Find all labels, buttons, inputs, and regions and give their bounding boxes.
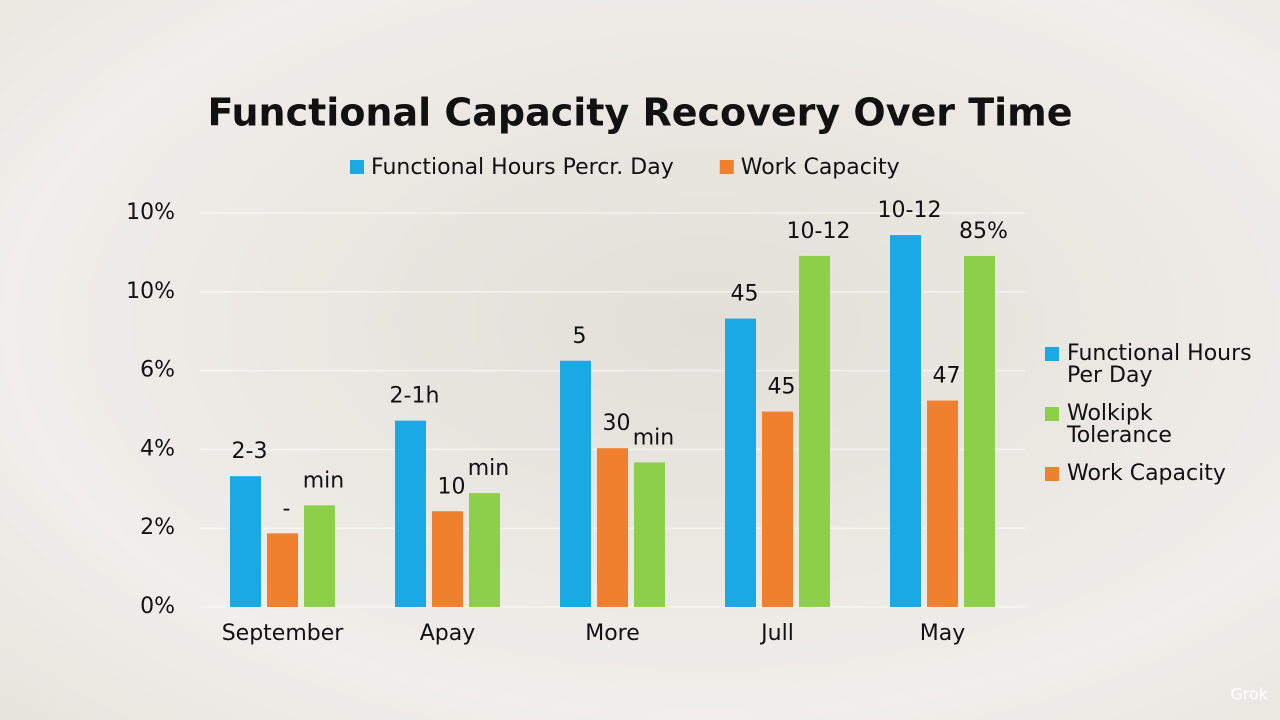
legend-entry: Work Capacity <box>1045 463 1260 485</box>
y-tick-label: 4% <box>140 436 175 461</box>
bar-annotation: 10 <box>438 474 466 499</box>
bar-annotation: 47 <box>933 364 961 389</box>
x-tick-label: Apay <box>420 621 476 646</box>
bar-annotation: min <box>633 425 675 450</box>
bar <box>634 462 665 607</box>
bar-annotation: 45 <box>768 375 796 400</box>
bar-annotation: min <box>303 468 345 493</box>
bar <box>230 476 261 607</box>
bar <box>890 235 921 607</box>
chart-title: Functional Capacity Recovery Over Time <box>207 91 1072 135</box>
bar <box>267 533 298 607</box>
bar <box>799 255 830 608</box>
bar-annotation: min <box>468 456 510 481</box>
bar <box>304 505 335 607</box>
bar-annotation: - <box>283 496 291 521</box>
legend-label: Functional Hours Percr. Day <box>371 155 674 180</box>
y-tick-label: 2% <box>140 515 175 540</box>
legend-entry: Wolkipk Tolerance <box>1045 403 1260 447</box>
y-tick-label: 10% <box>126 200 175 225</box>
legend-swatch <box>1045 347 1059 361</box>
legend-label: Wolkipk Tolerance <box>1067 401 1172 448</box>
bar <box>597 448 628 607</box>
bar-annotation: 2-1h <box>390 384 440 409</box>
y-tick-label: 0% <box>140 594 175 619</box>
bar <box>560 360 591 607</box>
bar-annotation: 5 <box>573 324 587 349</box>
bar <box>927 400 958 607</box>
x-tick-label: More <box>585 621 640 646</box>
legend-label: Work Capacity <box>741 155 900 180</box>
bar-annotation: 2-3 <box>232 439 268 464</box>
bar <box>469 493 500 607</box>
bar-annotation: 45 <box>731 282 759 307</box>
bar-annotation: 85% <box>959 219 1008 244</box>
bar <box>964 255 995 608</box>
bar-annotation: 10-12 <box>878 198 942 223</box>
legend-swatch <box>350 160 364 174</box>
bar <box>395 420 426 607</box>
legend-swatch <box>1045 407 1059 421</box>
x-tick-label: Jull <box>759 621 794 646</box>
y-tick-label: 6% <box>140 358 175 383</box>
bar-annotation: 10-12 <box>787 219 851 244</box>
y-tick-label: 10% <box>126 279 175 304</box>
legend-label: Functional Hours Per Day <box>1067 341 1252 388</box>
bar-annotation: 30 <box>603 411 631 436</box>
x-tick-label: May <box>920 621 965 646</box>
legend-entry: Functional Hours Per Day <box>1045 343 1260 387</box>
legend-swatch <box>1045 467 1059 481</box>
bar <box>725 318 756 607</box>
x-tick-label: September <box>222 621 345 646</box>
watermark: Grok <box>1230 685 1268 704</box>
bar <box>762 411 793 607</box>
legend-label: Work Capacity <box>1067 461 1226 486</box>
legend-swatch <box>719 160 734 174</box>
bar <box>432 511 463 607</box>
